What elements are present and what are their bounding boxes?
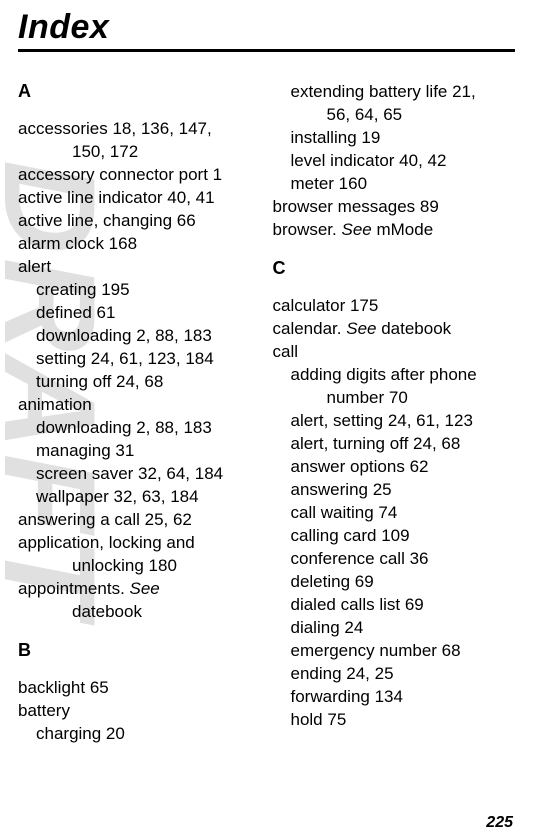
index-continuation: number 70 — [273, 386, 516, 409]
see-reference: See — [341, 220, 371, 239]
page-title: Index — [18, 8, 515, 52]
see-reference: See — [130, 579, 160, 598]
index-subentry: turning off 24, 68 — [18, 370, 261, 393]
page-number: 225 — [486, 814, 513, 832]
index-subentry: extending battery life 21, — [273, 80, 516, 103]
index-entry: accessory connector port 1 — [18, 163, 261, 186]
index-entry: animation — [18, 393, 261, 416]
index-entry: calendar. See datebook — [273, 317, 516, 340]
index-subentry: creating 195 — [18, 278, 261, 301]
index-subentry: wallpaper 32, 63, 184 — [18, 485, 261, 508]
column-left: A accessories 18, 136, 147, 150, 172 acc… — [18, 80, 261, 745]
section-letter-c: C — [273, 257, 516, 280]
index-subentry: forwarding 134 — [273, 685, 516, 708]
index-subentry: alert, turning off 24, 68 — [273, 432, 516, 455]
index-subentry: adding digits after phone — [273, 363, 516, 386]
index-subentry: emergency number 68 — [273, 639, 516, 662]
index-subentry: downloading 2, 88, 183 — [18, 324, 261, 347]
index-subentry: hold 75 — [273, 708, 516, 731]
index-entry: browser messages 89 — [273, 195, 516, 218]
section-letter-a: A — [18, 80, 261, 103]
index-entry: answering a call 25, 62 — [18, 508, 261, 531]
index-subentry: level indicator 40, 42 — [273, 149, 516, 172]
column-right: extending battery life 21, 56, 64, 65 in… — [273, 80, 516, 745]
index-continuation: datebook — [18, 600, 261, 623]
index-text: mMode — [372, 220, 433, 239]
index-entry: backlight 65 — [18, 676, 261, 699]
index-columns: A accessories 18, 136, 147, 150, 172 acc… — [18, 80, 515, 745]
index-entry: battery — [18, 699, 261, 722]
index-subentry: charging 20 — [18, 722, 261, 745]
index-entry: accessories 18, 136, 147, — [18, 117, 261, 140]
index-continuation: 56, 64, 65 — [273, 103, 516, 126]
index-subentry: answer options 62 — [273, 455, 516, 478]
index-subentry: ending 24, 25 — [273, 662, 516, 685]
index-continuation: unlocking 180 — [18, 554, 261, 577]
index-text: datebook — [376, 319, 451, 338]
index-subentry: managing 31 — [18, 439, 261, 462]
index-page: Index A accessories 18, 136, 147, 150, 1… — [0, 0, 533, 745]
index-entry: alarm clock 168 — [18, 232, 261, 255]
index-continuation: 150, 172 — [18, 140, 261, 163]
index-entry: browser. See mMode — [273, 218, 516, 241]
see-reference: See — [346, 319, 376, 338]
index-entry: active line indicator 40, 41 — [18, 186, 261, 209]
index-subentry: installing 19 — [273, 126, 516, 149]
index-subentry: setting 24, 61, 123, 184 — [18, 347, 261, 370]
index-text: calendar. — [273, 319, 347, 338]
section-letter-b: B — [18, 639, 261, 662]
index-subentry: defined 61 — [18, 301, 261, 324]
index-subentry: deleting 69 — [273, 570, 516, 593]
index-subentry: dialing 24 — [273, 616, 516, 639]
index-text: browser. — [273, 220, 342, 239]
index-subentry: conference call 36 — [273, 547, 516, 570]
index-entry: alert — [18, 255, 261, 278]
index-subentry: answering 25 — [273, 478, 516, 501]
index-subentry: dialed calls list 69 — [273, 593, 516, 616]
index-subentry: screen saver 32, 64, 184 — [18, 462, 261, 485]
index-text: appointments. — [18, 579, 130, 598]
index-subentry: calling card 109 — [273, 524, 516, 547]
index-subentry: meter 160 — [273, 172, 516, 195]
index-entry: appointments. See — [18, 577, 261, 600]
index-entry: active line, changing 66 — [18, 209, 261, 232]
index-subentry: call waiting 74 — [273, 501, 516, 524]
index-entry: calculator 175 — [273, 294, 516, 317]
index-subentry: alert, setting 24, 61, 123 — [273, 409, 516, 432]
index-subentry: downloading 2, 88, 183 — [18, 416, 261, 439]
index-entry: call — [273, 340, 516, 363]
index-entry: application, locking and — [18, 531, 261, 554]
